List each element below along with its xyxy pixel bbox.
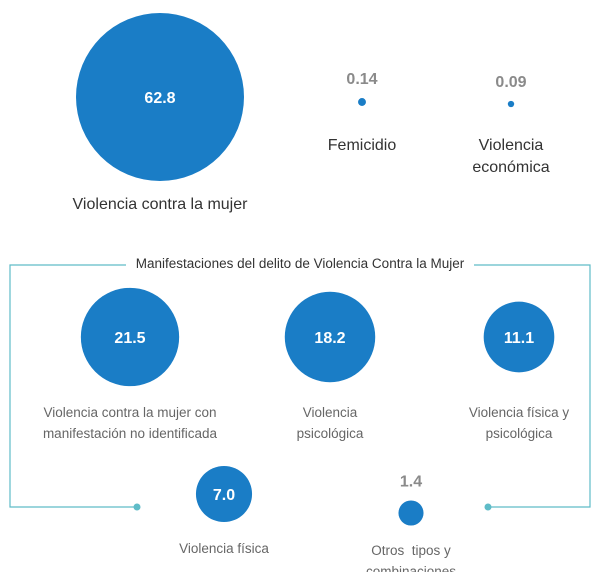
bubble (507, 100, 515, 108)
bubble (483, 301, 555, 373)
value-label: 0.09 (495, 74, 526, 91)
value-label: 21.5 (114, 330, 145, 347)
category-label: Violencia física y psicológica (468, 405, 573, 441)
category-label: Violencia física (179, 541, 269, 556)
section-title: Manifestaciones del delito de Violencia … (125, 256, 475, 271)
value-label: 18.2 (314, 330, 345, 347)
value-label: 7.0 (213, 487, 235, 504)
value-label: 0.14 (346, 71, 377, 88)
value-label: 1.4 (400, 473, 422, 490)
value-label: 62.8 (144, 90, 175, 107)
frame-dot (133, 503, 141, 511)
category-label: Violencia económica (472, 137, 550, 176)
section-title-box: Manifestaciones del delito de Violencia … (0, 256, 600, 271)
bubble (80, 287, 180, 387)
category-label: Femicidio (327, 137, 397, 154)
bubble (358, 98, 366, 106)
category-label: Violencia contra la mujer (72, 196, 248, 213)
bubble (75, 12, 245, 182)
category-label: Violencia psicológica (296, 405, 364, 441)
bubble (284, 291, 376, 383)
frame-left (9, 264, 137, 508)
frame-dot (484, 503, 492, 511)
category-label: Otros tipos y combinaciones (365, 543, 457, 572)
category-label: Violencia contra la mujer con manifestac… (42, 405, 221, 441)
frame-right (470, 264, 591, 508)
bubble (195, 465, 253, 523)
bubble (398, 500, 424, 526)
value-label: 11.1 (504, 330, 534, 347)
